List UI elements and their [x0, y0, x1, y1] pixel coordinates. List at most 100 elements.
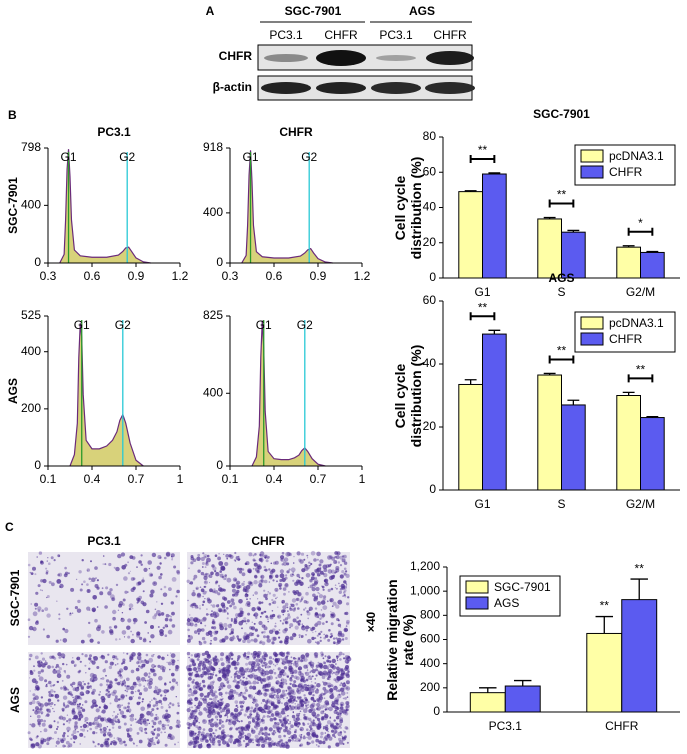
cell-stain	[341, 736, 345, 740]
cell-stain	[284, 726, 288, 730]
cell-stain	[192, 577, 196, 581]
cell-stain	[320, 600, 326, 605]
cell-stain	[132, 681, 137, 686]
cell-stain	[215, 659, 220, 663]
cell-stain	[343, 682, 346, 685]
cell-stain	[186, 651, 191, 656]
cell-stain	[262, 630, 266, 634]
cell-stain	[137, 689, 141, 693]
cell-stain	[239, 737, 242, 740]
cell-stain	[344, 706, 348, 709]
blot-lane: PC3.1	[269, 28, 303, 42]
cell-stain	[238, 693, 242, 696]
cell-stain	[258, 658, 264, 663]
cell-stain	[312, 667, 314, 670]
cell-stain	[316, 641, 320, 645]
cell-stain	[217, 739, 221, 744]
cell-stain	[84, 664, 87, 667]
micrograph	[28, 552, 180, 645]
cell-stain	[161, 666, 166, 671]
cell-stain	[240, 704, 244, 709]
cell-stain	[115, 682, 118, 685]
cell-stain	[211, 620, 215, 625]
cell-stain	[145, 653, 149, 657]
cell-stain	[29, 571, 31, 574]
cell-stain	[281, 577, 286, 582]
cell-stain	[325, 724, 329, 728]
cell-stain	[332, 637, 336, 640]
cell-stain	[305, 600, 309, 604]
cell-stain	[148, 680, 153, 686]
cell-stain	[311, 740, 315, 744]
cell-stain	[235, 684, 241, 690]
cell-stain	[189, 688, 192, 691]
cell-stain	[236, 712, 241, 717]
cell-stain	[62, 744, 66, 748]
cell-stain	[46, 596, 48, 599]
cell-stain	[30, 603, 32, 605]
cell-stain	[332, 574, 336, 578]
cell-stain	[129, 660, 132, 662]
cell-stain	[40, 668, 45, 673]
cell-stain	[251, 621, 253, 623]
cell-stain	[80, 639, 85, 644]
row-label: SGC-7901	[6, 177, 20, 234]
cell-stain	[305, 591, 309, 596]
cell-stain	[222, 740, 227, 745]
cell-stain	[309, 727, 313, 731]
cell-stain	[312, 573, 315, 577]
cell-stain	[191, 710, 195, 713]
cell-stain	[251, 673, 255, 677]
cell-stain	[296, 690, 302, 695]
cell-stain	[126, 709, 130, 713]
cell-stain	[311, 729, 316, 734]
cell-stain	[121, 565, 126, 570]
cell-stain	[107, 591, 112, 596]
cell-stain	[329, 717, 332, 719]
cell-stain	[109, 681, 113, 685]
cell-stain	[168, 587, 172, 591]
cell-stain	[255, 658, 260, 663]
cell-stain	[336, 666, 340, 671]
cell-stain	[273, 717, 277, 721]
cell-stain	[144, 679, 147, 682]
cell-stain	[75, 578, 78, 581]
cell-stain	[261, 669, 265, 672]
cell-stain	[164, 624, 168, 628]
cell-stain	[148, 672, 151, 675]
cell-stain	[316, 558, 319, 561]
cell-stain	[90, 687, 92, 689]
cell-stain	[276, 682, 278, 685]
cell-stain	[207, 599, 212, 604]
bar	[458, 383, 483, 491]
cell-stain	[202, 552, 205, 555]
cell-stain	[40, 711, 44, 714]
cell-stain	[240, 691, 243, 694]
cell-stain	[218, 721, 222, 725]
cell-stain	[263, 593, 268, 599]
cell-stain	[324, 726, 327, 729]
cell-stain	[232, 713, 235, 716]
cell-stain	[194, 745, 197, 748]
cell-stain	[250, 706, 254, 710]
cell-stain	[251, 682, 253, 684]
cell-stain	[280, 558, 283, 561]
cell-stain	[225, 668, 229, 673]
cell-stain	[81, 694, 83, 696]
cell-stain	[251, 727, 254, 731]
cell-stain	[160, 588, 163, 591]
cell-stain	[67, 572, 70, 575]
cell-stain	[215, 662, 218, 665]
cell-stain	[54, 704, 56, 706]
cell-stain	[63, 732, 66, 735]
cell-stain	[290, 656, 293, 659]
cell-stain	[231, 657, 234, 661]
cell-stain	[244, 589, 248, 593]
cell-stain	[189, 732, 194, 737]
cell-stain	[72, 696, 74, 699]
cell-stain	[153, 672, 157, 677]
cell-stain	[293, 698, 296, 702]
cell-stain	[322, 727, 325, 730]
cell-stain	[326, 720, 332, 725]
cell-stain	[123, 722, 127, 726]
